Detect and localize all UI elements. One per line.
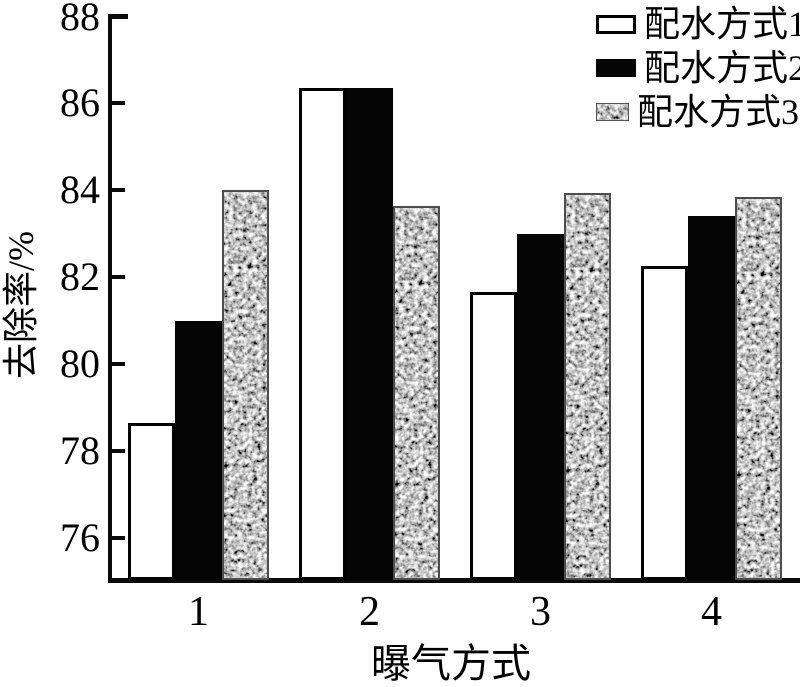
bar-series1-group1 <box>128 422 175 580</box>
bar-series3-group1 <box>222 190 269 580</box>
legend-label: 配水方式3 <box>637 92 800 132</box>
x-axis-tick-label: 1 <box>188 589 209 635</box>
bar-series2-group3 <box>517 233 564 580</box>
y-axis-tick <box>112 101 125 106</box>
y-axis-tick-label: 88 <box>60 0 100 39</box>
y-axis-tick-label: 80 <box>60 341 100 387</box>
legend-item-series2: 配水方式2 <box>596 46 800 90</box>
legend-swatch-black-icon <box>596 59 636 77</box>
y-axis-tick-label: 84 <box>60 167 100 213</box>
y-axis-tick-label: 86 <box>60 80 100 126</box>
legend-label: 配水方式2 <box>644 48 800 88</box>
y-axis-tick <box>112 275 125 280</box>
bar-series1-group2 <box>299 88 346 580</box>
x-axis-tick-label: 4 <box>701 589 722 635</box>
y-axis-tick <box>112 449 125 454</box>
bar-series3-group4 <box>735 196 782 580</box>
y-axis-tick <box>112 14 125 19</box>
bar-series1-group4 <box>641 266 688 580</box>
x-axis-tick-label: 3 <box>530 589 551 635</box>
x-axis-title: 曝气方式 <box>371 641 531 686</box>
bar-series2-group2 <box>346 88 393 580</box>
y-axis-tick-label: 78 <box>60 428 100 474</box>
bar-series3-group3 <box>564 192 611 580</box>
y-axis-tick <box>112 362 125 367</box>
bar-series2-group1 <box>175 320 222 580</box>
legend-label: 配水方式1 <box>644 4 800 44</box>
y-axis-spine <box>108 14 112 583</box>
legend-item-series1: 配水方式1 <box>596 2 800 46</box>
y-axis-tick-label: 76 <box>60 515 100 561</box>
legend: 配水方式1 配水方式2 配水方式3 <box>596 2 800 134</box>
y-axis-tick <box>112 536 125 541</box>
x-axis-tick-label: 2 <box>359 589 380 635</box>
bar-series2-group4 <box>688 216 735 580</box>
x-axis-spine <box>108 578 800 583</box>
legend-item-series3: 配水方式3 <box>596 90 800 134</box>
legend-swatch-speckle-icon <box>596 103 629 121</box>
y-axis-tick <box>112 188 125 193</box>
bar-series3-group2 <box>393 205 440 580</box>
y-axis-tick-label: 82 <box>60 254 100 300</box>
bar-series1-group3 <box>470 292 517 580</box>
legend-swatch-white-icon <box>596 14 636 34</box>
